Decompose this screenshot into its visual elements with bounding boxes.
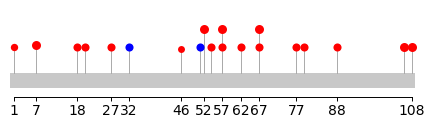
Point	[200, 28, 207, 30]
Point	[256, 28, 263, 30]
Point	[81, 46, 88, 48]
Point	[408, 46, 415, 48]
Point	[10, 46, 17, 48]
Point	[107, 46, 114, 48]
Point	[293, 46, 300, 48]
Bar	[10, 73, 415, 88]
Point	[74, 46, 80, 48]
Point	[301, 46, 307, 48]
Point	[126, 46, 132, 48]
Point	[218, 28, 225, 30]
Point	[256, 46, 263, 48]
Point	[208, 46, 215, 48]
Point	[197, 46, 203, 48]
Point	[33, 44, 40, 46]
Point	[237, 46, 244, 48]
Point	[218, 46, 225, 48]
Point	[334, 46, 341, 48]
Point	[401, 46, 408, 48]
Point	[178, 48, 184, 50]
